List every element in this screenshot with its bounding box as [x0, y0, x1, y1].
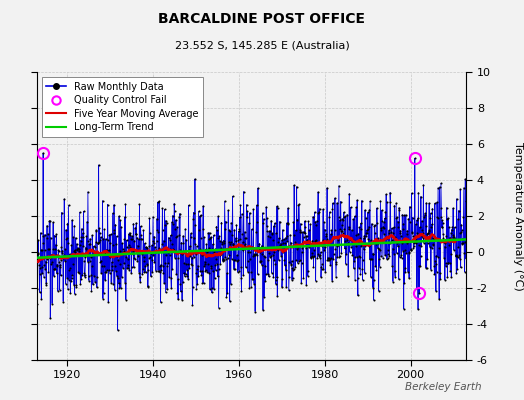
Text: 23.552 S, 145.285 E (Australia): 23.552 S, 145.285 E (Australia): [174, 40, 350, 50]
Legend: Raw Monthly Data, Quality Control Fail, Five Year Moving Average, Long-Term Tren: Raw Monthly Data, Quality Control Fail, …: [41, 77, 203, 137]
Text: Berkeley Earth: Berkeley Earth: [406, 382, 482, 392]
Y-axis label: Temperature Anomaly (°C): Temperature Anomaly (°C): [513, 142, 523, 290]
Text: BARCALDINE POST OFFICE: BARCALDINE POST OFFICE: [158, 12, 366, 26]
